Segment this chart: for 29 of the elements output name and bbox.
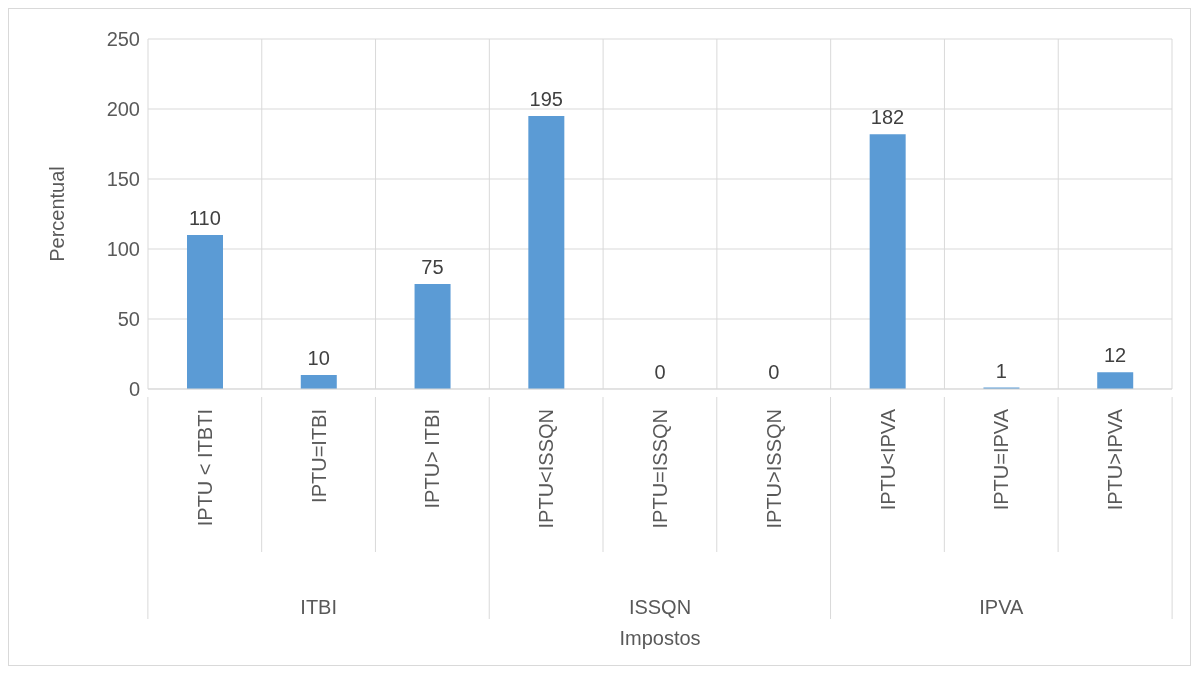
- data-label: 12: [1103, 344, 1127, 367]
- x-axis-title: Impostos: [619, 627, 701, 649]
- x-tick-label: IPTU=ITBI: [307, 409, 330, 503]
- x-tick-label: IPTU>ISSQN: [762, 409, 785, 529]
- data-label: 1: [995, 359, 1007, 382]
- data-label: 0: [768, 361, 780, 383]
- text: ITBI: [300, 596, 337, 618]
- x-tick-label: IPTU<IPVA: [876, 408, 899, 511]
- data-label: 195: [529, 88, 563, 110]
- y-tick-label: 250: [106, 28, 140, 51]
- text: ISSQN: [628, 596, 692, 618]
- x-tick-label: IPTU<ISSQN: [535, 409, 558, 529]
- text: IPVA: [979, 596, 1025, 618]
- data-label: 110: [188, 207, 221, 229]
- y-tick-label: 150: [106, 168, 140, 191]
- data-label: 10: [307, 347, 330, 369]
- data-label: 75: [421, 256, 444, 278]
- y-tick-label: 50: [117, 308, 140, 331]
- y-tick-label: 200: [106, 98, 140, 121]
- x-tick-label: IPTU>IPVA: [1104, 408, 1127, 511]
- data-label: 0: [654, 361, 666, 383]
- y-tick-label: 100: [106, 238, 140, 261]
- x-tick-label: IPTU> ITBI: [421, 409, 444, 509]
- y-tick-label: 0: [128, 378, 140, 401]
- x-tick-label: IPTU < ITBTI: [193, 409, 216, 527]
- y-axis-title: Percentual: [46, 166, 69, 262]
- x-tick-label: IPTU=IPVA: [990, 408, 1013, 511]
- data-label: 182: [870, 106, 905, 129]
- x-tick-label: IPTU=ISSQN: [649, 409, 671, 529]
